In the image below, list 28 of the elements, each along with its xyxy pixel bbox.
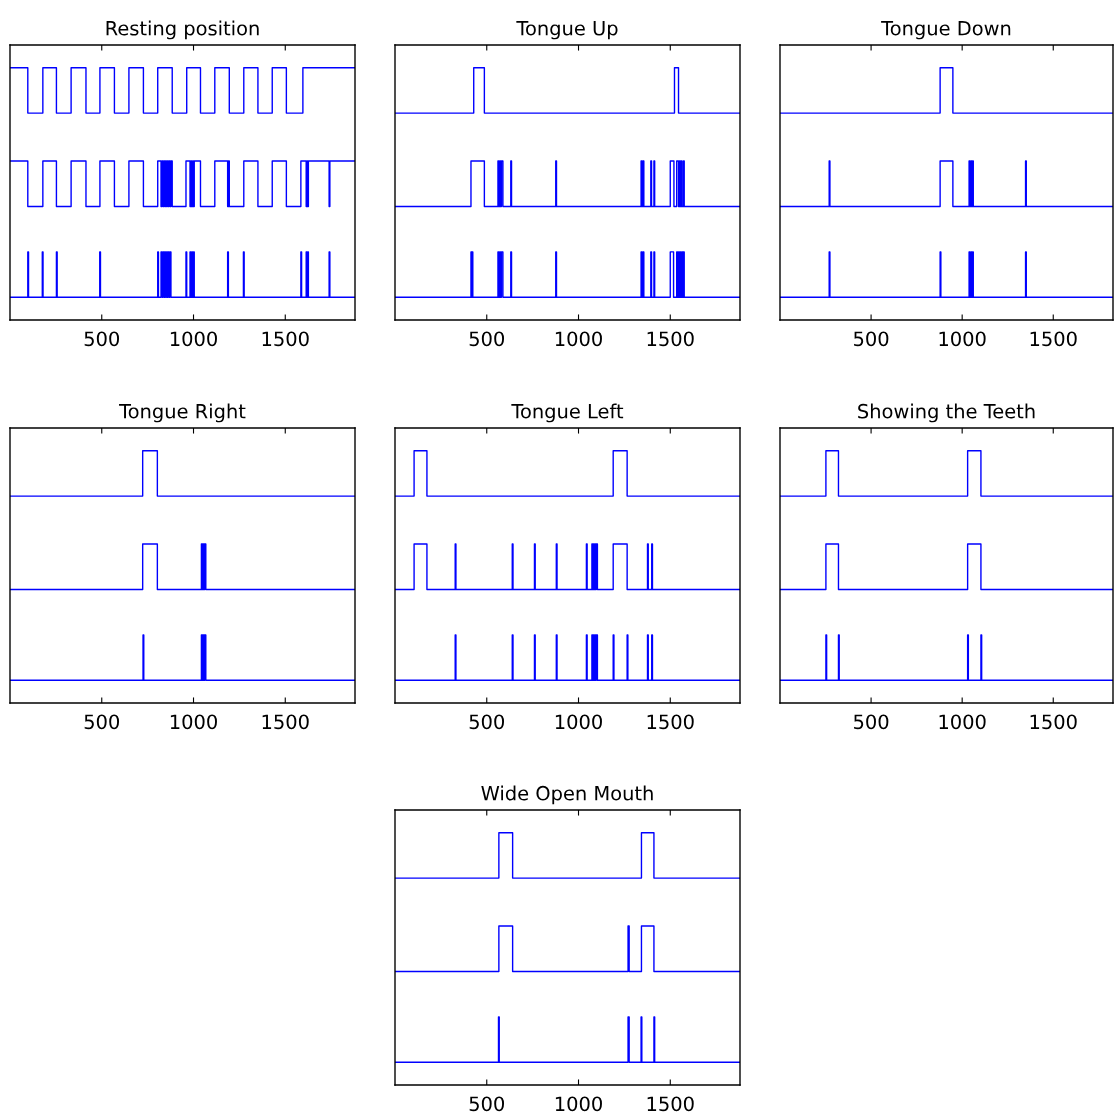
x-tick-label: 1000 xyxy=(170,331,217,347)
x-tick-label: 1000 xyxy=(939,714,986,730)
x-tick-label: 500 xyxy=(469,331,505,347)
x-tick-label: 1000 xyxy=(939,331,986,347)
chart-title: Showing the Teeth xyxy=(858,403,1035,423)
x-tick-label: 1000 xyxy=(555,714,602,730)
x-tick-label: 500 xyxy=(854,714,889,730)
x-tick-label: 1500 xyxy=(647,714,694,730)
chart-title: Tongue Up xyxy=(516,21,618,40)
x-tick-label: 1000 xyxy=(555,1096,602,1112)
chart-title: Tongue Left xyxy=(511,403,624,423)
chart-title: Tongue Down xyxy=(881,21,1011,40)
x-tick-label: 500 xyxy=(854,331,889,347)
x-tick-label: 1500 xyxy=(647,1096,694,1112)
chart-title: Wide Open Mouth xyxy=(481,785,653,805)
x-tick-label: 1500 xyxy=(647,331,694,347)
x-tick-label: 1000 xyxy=(555,331,602,347)
x-tick-label: 500 xyxy=(469,714,505,730)
x-tick-label: 1500 xyxy=(1030,714,1077,730)
x-tick-label: 500 xyxy=(84,714,120,730)
x-tick-label: 500 xyxy=(469,1096,505,1112)
x-tick-label: 1500 xyxy=(1030,331,1077,347)
x-tick-label: 1500 xyxy=(262,331,309,347)
chart-title: Resting position xyxy=(106,20,259,40)
x-tick-label: 1500 xyxy=(262,714,309,730)
x-tick-label: 1000 xyxy=(170,714,217,730)
x-tick-label: 500 xyxy=(84,331,120,347)
chart-title: Tongue Right xyxy=(119,403,246,423)
